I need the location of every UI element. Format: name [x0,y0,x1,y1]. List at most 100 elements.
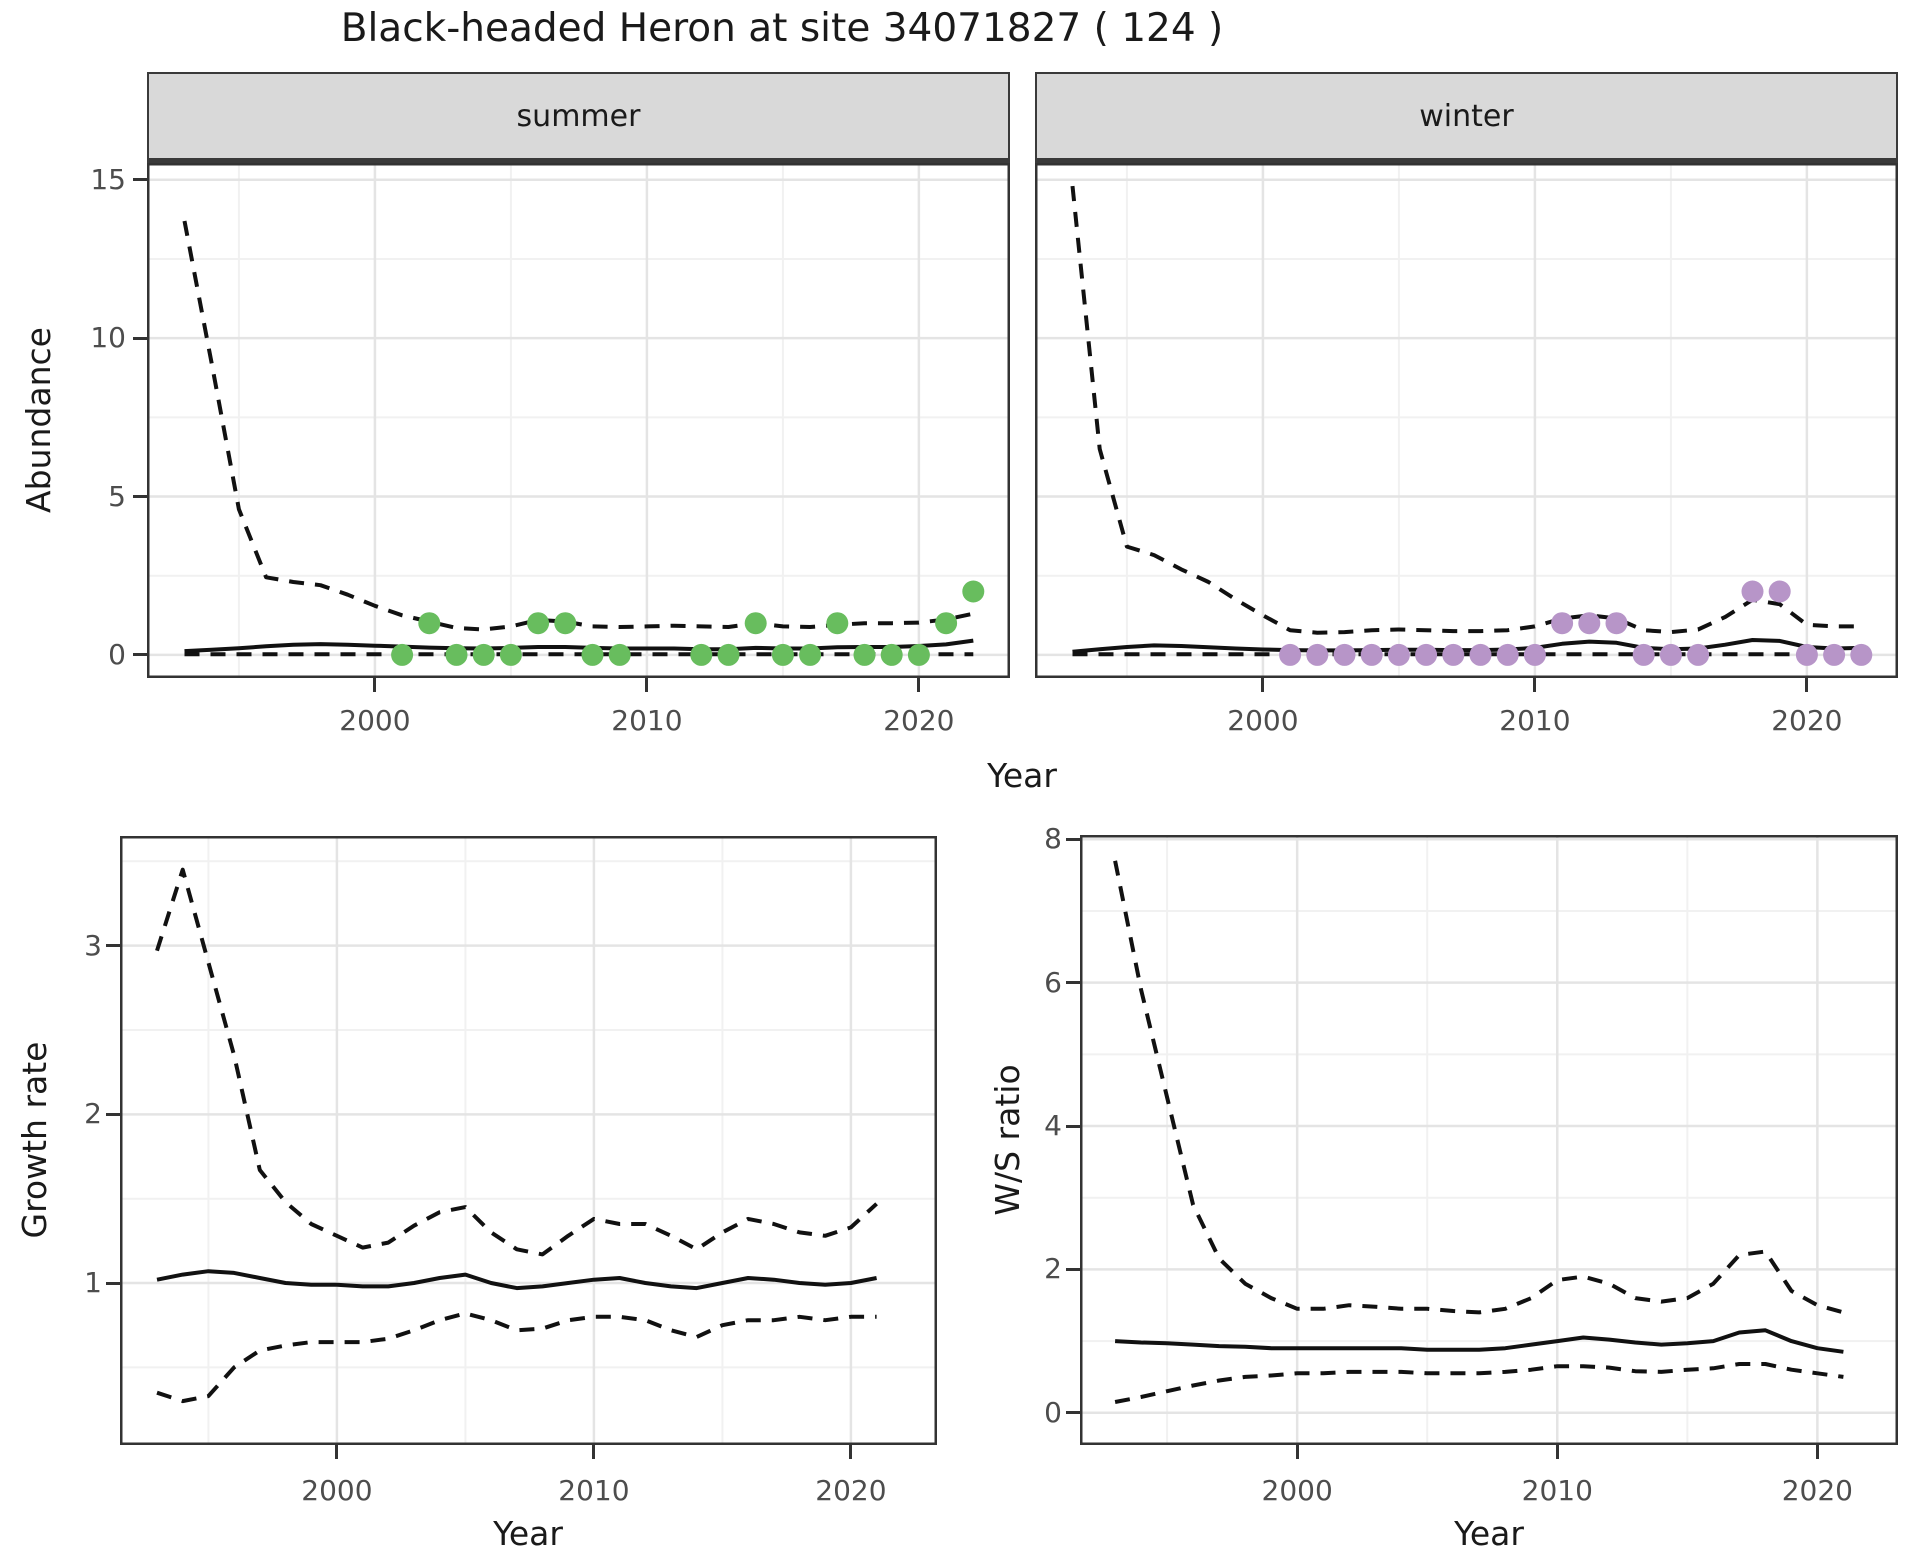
summer-counts-point [554,612,577,635]
y-axis-tick [1066,1411,1080,1415]
panel-growth-rate [120,836,937,1445]
summer-counts-point [907,643,930,666]
summer-counts-point [499,643,522,666]
y-axis-tick [1066,837,1080,841]
y-tick-label: 15 [90,162,126,196]
winter-counts-point [1442,643,1465,666]
summer-counts-point [391,643,414,666]
y-tick-label: 0 [108,637,126,671]
x-tick-label: 2000 [1227,704,1299,737]
summer-counts-point [608,643,631,666]
panel-abundance-winter [1035,163,1898,678]
summer-counts-point [581,643,604,666]
x-tick-label: 2020 [883,704,955,737]
abundance-summer-svg [147,163,1010,678]
winter-counts-point [1768,580,1791,603]
winter-counts-point [1741,580,1764,603]
winter-counts-point [1551,612,1574,635]
summer-counts-point [799,643,822,666]
facet-strip-winter: winter [1035,72,1898,163]
lower-95ci-line [156,1311,877,1404]
growth-rate-svg [120,836,937,1445]
x-axis-tick [1815,1445,1819,1459]
y-tick-label: 2 [1044,1252,1062,1286]
summer-counts-point [717,643,740,666]
x-axis-tick [645,678,649,692]
winter-counts-point [1659,643,1682,666]
x-axis-tick [373,678,377,692]
winter-counts-point [1306,643,1329,666]
x-axis-title-year-ws: Year [1454,1514,1524,1553]
y-tick-label: 6 [1044,965,1062,999]
summer-counts-point [880,643,903,666]
summer-counts-point [771,643,794,666]
winter-counts-point [1360,643,1383,666]
winter-counts-point [1632,643,1655,666]
upper-95ci-line [1113,860,1844,1315]
x-axis-tick [1805,678,1809,692]
x-tick-label: 2000 [301,1474,373,1507]
facet-strip-winter-label: winter [1419,98,1514,134]
winter-counts-point [1523,643,1546,666]
winter-counts-point [1415,643,1438,666]
summer-counts-point [527,612,550,635]
summer-counts-point [744,612,767,635]
y-axis-tick [133,495,147,498]
mean-ws-ratio-line [1114,1328,1844,1354]
lower-95ci-line [1114,1362,1844,1404]
y-tick-label: 2 [84,1097,102,1131]
x-tick-label: 2020 [815,1474,887,1507]
winter-counts-point [1578,612,1601,635]
summer-counts-point [853,643,876,666]
y-axis-tick [1066,1124,1080,1128]
panel-border [147,163,1010,678]
y-axis-tick [133,653,147,657]
plot-title: Black-headed Heron at site 34071827 ( 12… [340,6,1224,51]
mean-abundance-line [1072,638,1862,654]
x-tick-label: 2000 [339,704,411,737]
y-axis-tick [106,1112,120,1116]
winter-counts-point [1605,612,1628,635]
upper-95ci-line [155,867,878,1257]
facet-strip-summer-label: summer [516,98,641,134]
panel-border [1080,835,1898,1445]
x-tick-label: 2000 [1261,1474,1333,1507]
mean-growth-rate-line [156,1269,877,1291]
y-tick-label: 5 [108,479,126,513]
x-axis-tick [1533,678,1537,692]
summer-counts-point [445,643,468,666]
winter-counts-point [1496,643,1519,666]
x-tick-label: 2010 [611,704,683,737]
ws-ratio-svg [1080,835,1898,1445]
mean-abundance-line [184,638,974,654]
y-tick-label: 0 [1044,1395,1062,1429]
x-tick-label: 2010 [1521,1474,1593,1507]
x-axis-tick [917,678,921,692]
winter-counts-point [1823,643,1846,666]
winter-counts-point [1469,643,1492,666]
x-axis-title-year-growth: Year [493,1514,563,1553]
facet-strip-summer: summer [147,72,1010,163]
x-axis-tick [335,1445,339,1459]
panel-border [1035,163,1898,678]
y-tick-label: 1 [84,1266,102,1300]
x-tick-label: 2010 [1499,704,1571,737]
x-tick-label: 2010 [558,1474,630,1507]
x-axis-tick [1261,678,1265,692]
upper-95ci-line [1070,185,1862,635]
x-tick-label: 2020 [1771,704,1843,737]
y-axis-tick [133,178,147,182]
y-axis-tick [133,336,147,340]
y-axis-title-abundance: Abundance [18,327,58,513]
y-tick-label: 3 [84,928,102,962]
summer-counts-point [826,612,849,635]
y-tick-label: 4 [1044,1109,1062,1143]
winter-counts-point [1687,643,1710,666]
summer-counts-point [935,612,958,635]
winter-counts-point [1850,643,1873,666]
x-tick-label: 2020 [1781,1474,1853,1507]
panel-abundance-summer [147,163,1010,678]
panel-ws-ratio [1080,835,1898,1445]
y-axis-tick [106,1281,120,1285]
